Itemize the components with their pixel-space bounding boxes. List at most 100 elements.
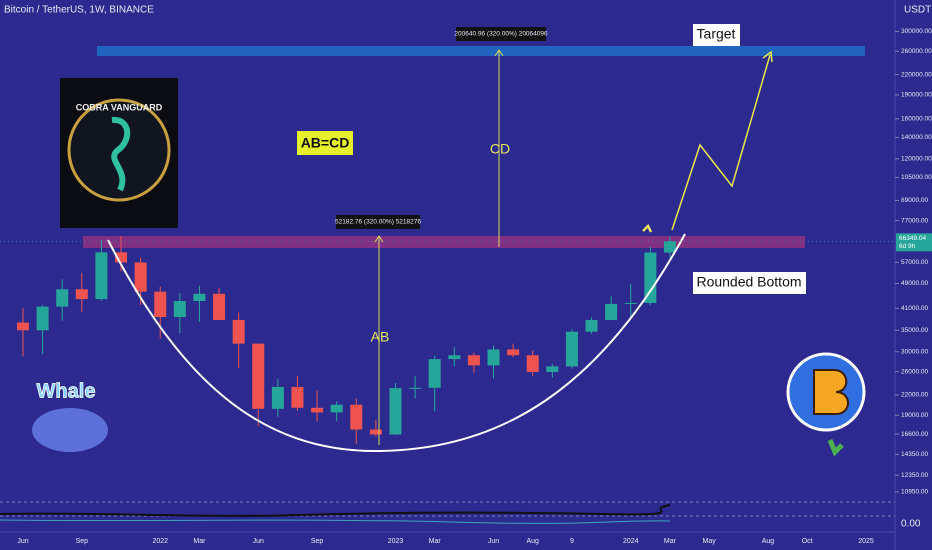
projection-arrowhead: [762, 50, 773, 63]
currency: USDT: [904, 5, 931, 16]
y-tick-label: 57000.00: [901, 259, 928, 266]
y-tick-label: 220000.00: [901, 71, 932, 78]
x-tick-label: Jun: [488, 538, 499, 545]
whale-logo: [32, 408, 108, 452]
cd-arrowhead: [494, 49, 504, 57]
candle-body: [56, 289, 69, 307]
candle-body: [193, 293, 206, 302]
y-tick-label: 160000.00: [901, 116, 932, 123]
candle-body: [546, 366, 559, 372]
candle-body: [17, 322, 29, 331]
x-tick-label: Aug: [762, 538, 775, 545]
candle-body: [565, 331, 578, 367]
candle-body: [291, 386, 304, 408]
cd-measure-box: [456, 27, 546, 41]
candle-body: [624, 302, 637, 304]
cobra-logo-snake: [111, 116, 130, 192]
x-tick-label: Jun: [17, 538, 28, 545]
y-tick-label: 26000.00: [901, 368, 928, 375]
x-tick-label: 9: [570, 538, 574, 545]
candle-body: [75, 289, 88, 300]
y-tick-label: 89000.00: [901, 197, 928, 204]
ab-measure: 52182.76 (320.00%) 5218276: [335, 219, 421, 226]
x-tick-label: Mar: [664, 538, 677, 545]
candle-body: [350, 404, 363, 430]
x-tick-label: Mar: [429, 538, 442, 545]
cobra-logo-text: COBRA VANGUARD: [76, 102, 163, 112]
x-tick-label: Oct: [802, 538, 813, 545]
bitcoin-logo-b: [813, 369, 849, 415]
y-tick-label: 35000.00: [901, 327, 928, 334]
y-tick-label: 120000.00: [901, 156, 932, 163]
candle-body: [389, 388, 402, 435]
chart-title: Bitcoin / TetherUS, 1W, BINANCE: [4, 5, 154, 16]
candle-body: [115, 252, 128, 263]
pattern-label: AB=CD: [301, 135, 350, 151]
y-tick-label: 16600.00: [901, 431, 928, 438]
y-tick-label: 300000.00: [901, 28, 932, 35]
candle-body: [95, 252, 108, 300]
cd-measure: 200640.96 (320.00%) 20064096: [454, 31, 548, 38]
x-tick-label: Jun: [253, 538, 264, 545]
candle-body: [644, 252, 657, 303]
y-tick-label: 190000.00: [901, 92, 932, 99]
y-tick-label: 30000.00: [901, 348, 928, 355]
target-zone: [97, 46, 865, 56]
x-tick-label: 2024: [623, 538, 639, 545]
candle-body: [36, 306, 49, 331]
candle-body: [409, 387, 422, 389]
projection-path: [671, 54, 771, 231]
pattern-box: [297, 131, 353, 155]
candle-body: [448, 355, 461, 360]
candle-body: [467, 355, 480, 366]
candle-body: [428, 359, 441, 388]
resistance-zone: [83, 236, 805, 248]
cd-label: CD: [490, 141, 510, 157]
x-tick-label: Sep: [311, 538, 324, 545]
ab-arrowhead: [374, 235, 384, 243]
rounded-bottom-curve: [107, 233, 686, 453]
candle-body: [134, 262, 147, 292]
marker: [642, 223, 653, 233]
price-label-box: [896, 233, 932, 252]
candle-body: [271, 386, 284, 409]
indicator-line: [0, 519, 671, 524]
candle-body: [330, 404, 343, 413]
x-tick-label: 2022: [152, 538, 168, 545]
rounded-label: Rounded Bottom: [696, 274, 801, 290]
y-tick-label: 14350.00: [901, 451, 928, 458]
candle-body: [585, 319, 598, 332]
bitcoin-logo-leaf: [827, 439, 844, 457]
candle-body: [213, 293, 226, 320]
x-tick-label: 2025: [858, 538, 874, 545]
x-tick-label: 2023: [388, 538, 404, 545]
y-tick-label: 10950.00: [901, 489, 928, 496]
indicator-label: 0.00: [901, 519, 921, 530]
x-tick-label: May: [703, 538, 717, 545]
y-tick-label: 41000.00: [901, 305, 928, 312]
candle-body: [252, 343, 265, 409]
candle-body: [663, 241, 676, 253]
x-tick-label: Sep: [76, 538, 89, 545]
candle-body: [232, 319, 245, 344]
candle-body: [487, 349, 500, 366]
y-tick-label: 12350.00: [901, 472, 928, 479]
y-tick-label: 19000.00: [901, 412, 928, 419]
y-tick-label: 105000.00: [901, 174, 932, 181]
target-label: Target: [697, 26, 736, 42]
candle-body: [154, 291, 167, 318]
candle-body: [507, 349, 520, 356]
candle-body: [311, 407, 324, 413]
y-tick-label: 77000.00: [901, 217, 928, 224]
ab-label: AB: [371, 329, 390, 345]
price-axis: [895, 0, 932, 550]
candle-body: [173, 301, 186, 318]
countdown: 6d 9h: [899, 243, 916, 250]
y-tick-label: 22000.00: [901, 392, 928, 399]
candle-body: [526, 355, 539, 372]
indicator-line: [0, 504, 671, 517]
target-box: [693, 24, 740, 46]
y-tick-label: 260000.00: [901, 48, 932, 55]
x-tick-label: Mar: [193, 538, 206, 545]
